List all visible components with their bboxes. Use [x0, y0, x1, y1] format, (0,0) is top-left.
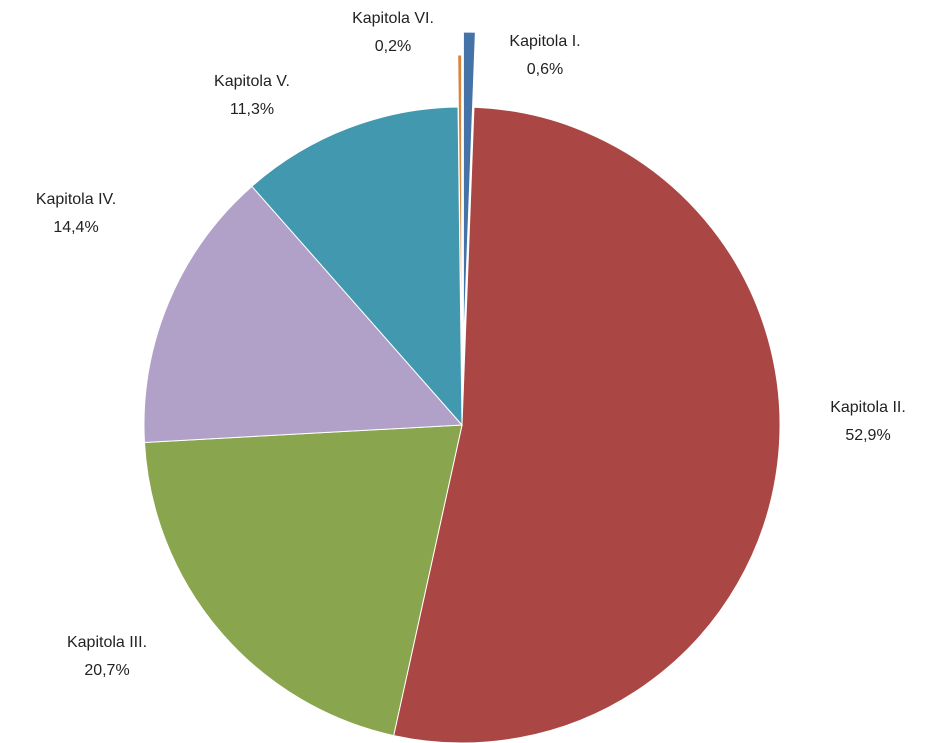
pie-slice: [251, 106, 463, 427]
slice-category-label: Kapitola I.: [509, 33, 580, 50]
slice-value-label: 52,9%: [845, 427, 890, 444]
slice-value-label: 14,4%: [53, 219, 98, 236]
slice-value-label: 20,7%: [84, 662, 129, 679]
pie-slice: [462, 31, 476, 351]
slice-category-label: Kapitola VI.: [352, 10, 434, 27]
slice-value-label: 0,2%: [375, 38, 411, 55]
pie-slice: [393, 106, 781, 743]
slice-value-label: 0,6%: [527, 61, 563, 78]
slice-category-label: Kapitola IV.: [36, 191, 116, 208]
pie-slice: [143, 185, 464, 443]
pie-slice: [143, 424, 463, 737]
slice-category-label: Kapitola V.: [214, 73, 290, 90]
slice-category-label: Kapitola III.: [67, 634, 147, 651]
slice-category-label: Kapitola II.: [830, 399, 906, 416]
pie-slice: [457, 54, 463, 374]
slice-value-label: 11,3%: [230, 101, 274, 118]
